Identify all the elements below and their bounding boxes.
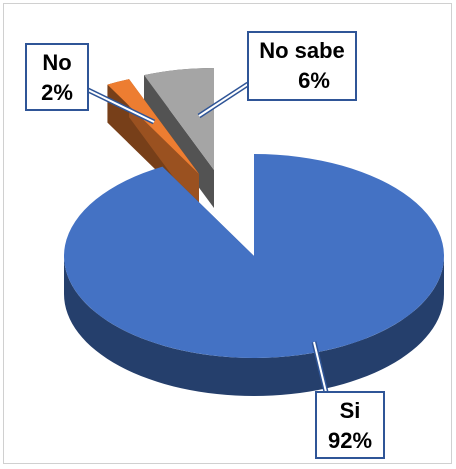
data-label-name-no-sabe: No sabe [259, 38, 345, 63]
chart-frame: Si 92% No 2% No sabe 6% [3, 3, 452, 464]
label-layer: Si 92% No 2% No sabe 6% [25, 31, 385, 459]
slice-top-face [63, 154, 444, 359]
slice-si [63, 154, 444, 396]
data-label-value-si: 92% [328, 428, 372, 453]
data-label-value-no: 2% [41, 80, 73, 105]
leader-line-inner-si [313, 341, 327, 393]
slice-rim [64, 256, 444, 396]
leader-line-inner-no [87, 89, 155, 123]
slice-layer [63, 68, 444, 396]
pie-chart: Si 92% No 2% No sabe 6% [25, 31, 444, 459]
data-label-value-no-sabe: 6% [298, 68, 330, 93]
leader-line-inner-no-sabe [198, 83, 249, 117]
slice-top-face [144, 68, 214, 170]
data-label-box-no [25, 43, 89, 111]
data-label-name-no: No [42, 50, 71, 75]
leader-layer [86, 81, 329, 393]
data-label-box-no-sabe [247, 31, 357, 101]
slice-top-face [107, 79, 199, 174]
data-label-box-si [315, 391, 385, 459]
data-label-name-si: Si [340, 398, 361, 423]
